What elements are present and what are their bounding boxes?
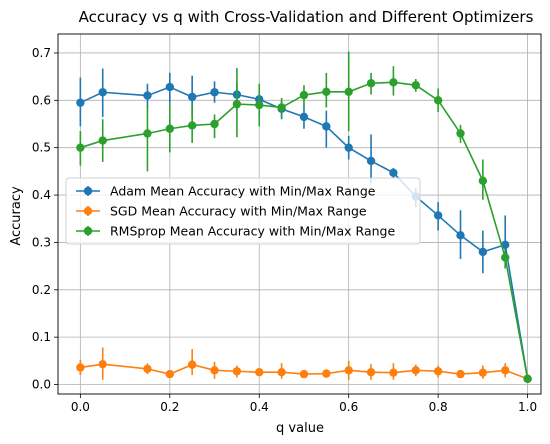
y-tick-label: 0.6 — [32, 93, 51, 107]
data-point — [232, 367, 242, 376]
data-point — [232, 99, 242, 109]
data-point — [210, 366, 219, 375]
data-point — [389, 368, 398, 377]
y-tick-label: 0.1 — [32, 330, 51, 344]
legend-label: Adam Mean Accuracy with Min/Max Range — [110, 184, 376, 199]
legend-swatch-marker — [83, 226, 93, 236]
legend-item: RMSprop Mean Accuracy with Min/Max Range — [76, 224, 395, 239]
data-point — [299, 369, 309, 379]
data-point — [143, 364, 152, 374]
data-point — [523, 374, 532, 384]
x-tick-label: 0.8 — [429, 400, 448, 414]
data-point — [98, 88, 107, 97]
data-point — [411, 366, 420, 375]
x-tick-label: 0.6 — [339, 400, 358, 414]
data-point — [277, 368, 286, 377]
data-point — [187, 360, 197, 369]
data-point — [389, 168, 398, 177]
y-axis-label: Accuracy — [9, 186, 24, 246]
y-tick-label: 0.2 — [32, 283, 51, 297]
data-point — [322, 369, 331, 378]
data-point — [165, 124, 175, 133]
series-3 — [76, 51, 532, 384]
series-2 — [76, 347, 532, 384]
data-point — [501, 366, 510, 375]
data-point — [389, 78, 398, 87]
data-point — [366, 368, 376, 377]
legend-swatch-marker — [83, 186, 93, 196]
data-point — [366, 79, 376, 88]
y-tick-label: 0.5 — [32, 141, 51, 155]
x-axis-ticks: 0.0 0.2 0.4 0.6 0.8 1.0 — [71, 394, 537, 414]
y-tick-label: 0.0 — [32, 378, 51, 392]
data-point — [143, 91, 152, 100]
data-point — [143, 129, 152, 138]
data-point — [322, 87, 331, 96]
x-tick-label: 1.0 — [518, 400, 537, 414]
data-point — [76, 363, 85, 372]
data-point — [277, 103, 286, 112]
data-point — [433, 96, 443, 105]
data-point — [98, 359, 107, 369]
data-point — [366, 156, 376, 166]
x-tick-label: 0.4 — [250, 400, 269, 414]
data-point — [165, 369, 175, 379]
data-point — [165, 82, 175, 92]
y-axis-ticks: 0.0 0.1 0.2 0.3 0.4 0.5 0.6 0.7 — [32, 46, 58, 392]
data-point — [255, 100, 264, 110]
data-point — [76, 143, 85, 152]
data-point — [187, 121, 197, 130]
data-point — [478, 368, 488, 377]
data-point — [210, 88, 219, 97]
data-point — [456, 231, 465, 240]
data-point — [299, 112, 309, 122]
y-tick-label: 0.7 — [32, 46, 51, 60]
data-point — [478, 247, 488, 257]
data-point — [344, 87, 353, 96]
data-point — [411, 80, 420, 90]
x-axis-label: q value — [276, 421, 324, 436]
y-tick-label: 0.4 — [32, 188, 51, 202]
data-point — [433, 367, 443, 376]
legend-swatch-marker — [83, 206, 93, 216]
data-point — [299, 90, 309, 100]
axes — [57, 33, 542, 395]
data-point — [501, 240, 510, 249]
data-point — [76, 98, 85, 107]
data-point — [478, 176, 488, 186]
y-tick-label: 0.3 — [32, 235, 51, 249]
data-point — [187, 92, 197, 102]
legend-item: Adam Mean Accuracy with Min/Max Range — [76, 184, 376, 199]
legend: Adam Mean Accuracy with Min/Max Range SGD… — [65, 177, 421, 245]
data-point — [456, 129, 465, 138]
legend-item: SGD Mean Accuracy with Min/Max Range — [76, 204, 367, 219]
plot-series — [76, 51, 532, 384]
plot-frame — [57, 33, 542, 395]
legend-label: SGD Mean Accuracy with Min/Max Range — [110, 204, 367, 219]
data-point — [322, 122, 331, 131]
legend-label: RMSprop Mean Accuracy with Min/Max Range — [110, 224, 395, 239]
data-point — [344, 143, 353, 152]
x-tick-label: 0.0 — [71, 400, 90, 414]
data-point — [210, 119, 219, 129]
data-point — [433, 211, 443, 220]
data-point — [98, 136, 107, 145]
data-point — [501, 253, 510, 262]
legend-box — [65, 177, 421, 245]
data-point — [344, 366, 353, 375]
data-point — [456, 369, 465, 379]
chart-title: Accuracy vs q with Cross-Validation and … — [79, 8, 534, 26]
x-tick-label: 0.2 — [160, 400, 179, 414]
data-point — [255, 368, 264, 377]
